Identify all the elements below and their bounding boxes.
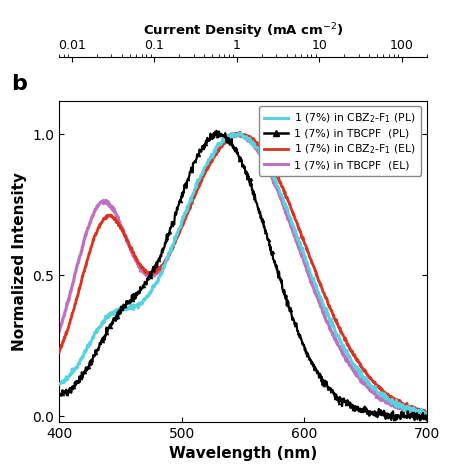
Y-axis label: Normalized Intensity: Normalized Intensity (12, 172, 27, 351)
X-axis label: Wavelength (nm): Wavelength (nm) (169, 447, 317, 461)
Text: b: b (11, 74, 27, 94)
X-axis label: Current Density (mA cm$^{-2}$): Current Density (mA cm$^{-2}$) (143, 21, 343, 41)
Legend: 1 (7%) in CBZ$_2$-F$_1$ (PL), 1 (7%) in TBCPF  (PL), 1 (7%) in CBZ$_2$-F$_1$ (EL: 1 (7%) in CBZ$_2$-F$_1$ (PL), 1 (7%) in … (259, 106, 421, 175)
